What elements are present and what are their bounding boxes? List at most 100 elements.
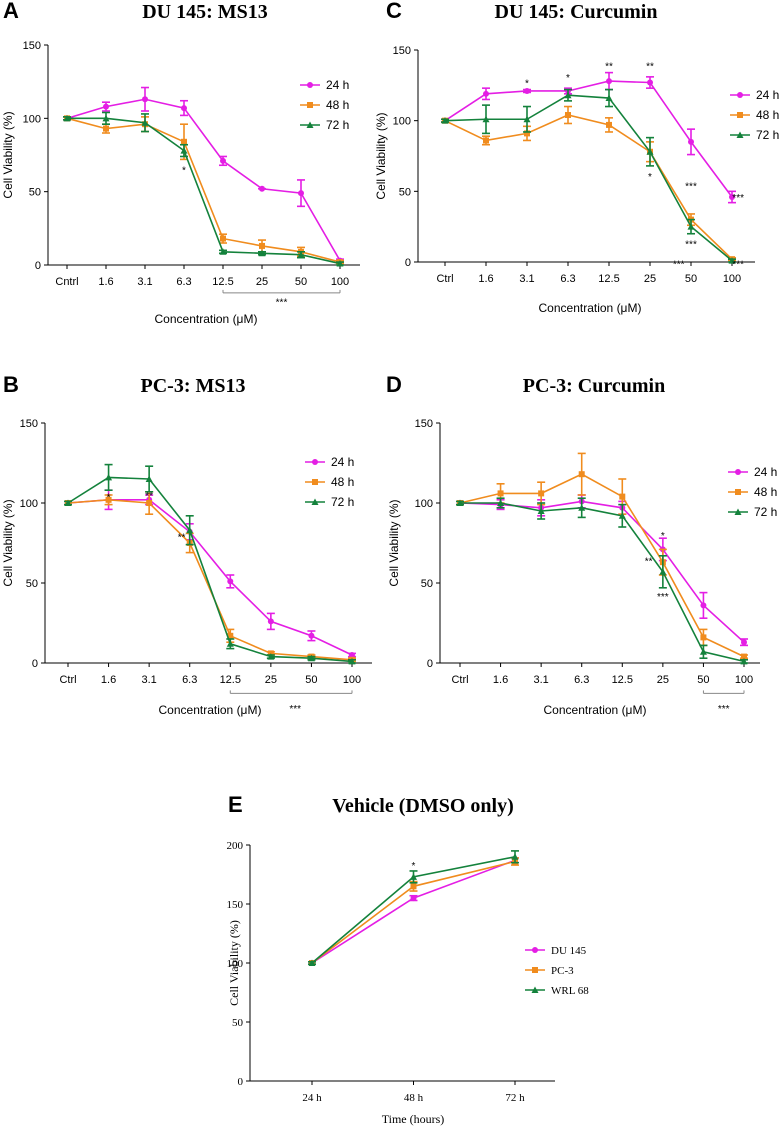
data-point — [259, 185, 265, 192]
x-tick-label: 3.1 — [137, 276, 152, 288]
y-tick-label: 150 — [20, 418, 38, 430]
x-tick-label: 6.3 — [182, 674, 197, 686]
y-tick-label: 50 — [29, 187, 41, 199]
x-tick-label: 6.3 — [574, 674, 589, 686]
legend-item: 48 h — [305, 475, 354, 489]
legend-label: 72 h — [326, 118, 349, 132]
significance-annotation: * — [107, 493, 111, 504]
data-point — [146, 500, 153, 506]
data-point — [618, 512, 626, 519]
data-point — [659, 568, 667, 575]
data-point — [267, 653, 275, 660]
data-point — [565, 112, 571, 119]
data-point — [441, 117, 449, 124]
legend-label: 48 h — [756, 108, 779, 122]
data-point — [105, 496, 112, 503]
y-tick-label: 100 — [227, 958, 244, 970]
x-tick-label: Cntrl — [55, 276, 78, 288]
panel-title: DU 145: Curcumin — [495, 1, 658, 23]
legend-marker — [734, 508, 742, 515]
legend-marker — [312, 479, 318, 485]
legend-item: PC-3 — [525, 965, 574, 977]
y-tick-label: 100 — [23, 113, 41, 125]
data-point — [482, 115, 490, 123]
data-point — [267, 618, 274, 625]
data-point — [308, 632, 315, 639]
data-point — [497, 490, 504, 497]
significance-annotation: *** — [673, 259, 685, 270]
chart-panel-c: C DU 145: Curcumin 0 50 100 150 Ctrl 1.6 3.1 6.3 1… — [374, 0, 779, 315]
data-point — [619, 493, 626, 500]
data-point — [578, 471, 585, 478]
data-point — [687, 223, 695, 230]
legend-item: 72 h — [305, 495, 354, 509]
x-tick-label: 25 — [644, 273, 656, 285]
legend-label: 24 h — [326, 78, 349, 92]
legend-label: PC-3 — [551, 965, 574, 977]
panel-letter: A — [3, 0, 19, 23]
x-tick-label: 12.5 — [598, 273, 619, 285]
data-point — [729, 193, 735, 200]
legend-label: 72 h — [754, 505, 777, 519]
series-72-h — [63, 111, 344, 267]
data-point — [700, 634, 707, 641]
data-point — [308, 959, 316, 966]
y-tick-label: 150 — [393, 45, 411, 57]
x-tick-label: 6.3 — [560, 273, 575, 285]
x-tick-label: 12.5 — [212, 276, 233, 288]
significance-annotation: ** — [605, 62, 613, 73]
x-tick-label: 72 h — [505, 1092, 525, 1104]
x-axis-label: Concentration (μM) — [159, 703, 262, 717]
legend-label: 48 h — [754, 485, 777, 499]
significance-annotation: ** — [145, 491, 153, 502]
series-line — [67, 117, 341, 265]
data-point — [524, 87, 530, 94]
data-point — [538, 490, 545, 497]
legend-label: 72 h — [331, 495, 354, 509]
x-tick-label: 24 h — [302, 1092, 322, 1104]
legend-marker — [312, 459, 318, 465]
legend-marker — [307, 82, 313, 88]
x-tick-label: 25 — [256, 276, 268, 288]
y-tick-label: 100 — [393, 116, 411, 128]
panel-title: Vehicle (DMSO only) — [332, 795, 513, 817]
y-tick-label: 0 — [405, 257, 411, 269]
data-point — [63, 114, 71, 122]
y-tick-label: 0 — [238, 1076, 244, 1088]
data-point — [259, 242, 265, 249]
data-point — [145, 475, 153, 482]
series-line — [459, 473, 745, 658]
data-point — [227, 632, 234, 639]
series-72-h — [441, 88, 736, 264]
legend-label: WRL 68 — [551, 985, 589, 997]
data-point — [297, 251, 305, 258]
x-tick-label: 100 — [331, 276, 349, 288]
legend-label: 24 h — [756, 88, 779, 102]
legend-item: 72 h — [730, 128, 779, 142]
y-axis-label: Cell Viability (%) — [1, 111, 15, 198]
legend-marker — [531, 986, 539, 993]
data-point — [181, 105, 187, 112]
data-point — [410, 883, 417, 890]
data-point — [688, 138, 694, 145]
legend-marker — [311, 498, 319, 505]
x-tick-label: 100 — [723, 273, 741, 285]
data-point — [349, 652, 355, 658]
x-tick-label: 6.3 — [176, 276, 191, 288]
series-line — [459, 500, 745, 643]
legend-item: 48 h — [730, 108, 779, 122]
chart-panel-e: E Vehicle (DMSO only) 0 50 100 150 200 24 h 48 h… — [227, 792, 590, 1126]
x-axis-label: Concentration (μM) — [544, 703, 647, 717]
data-point — [578, 504, 586, 511]
data-point — [226, 640, 234, 647]
chart-panel-d: D PC-3: Curcumin 0 50 100 150 Ctrl 1.6 3.1 6.3 12.… — [386, 372, 777, 717]
series-line — [67, 498, 353, 661]
data-point — [740, 657, 748, 665]
series-24-h — [456, 494, 748, 647]
data-point — [103, 103, 109, 110]
y-tick-label: 0 — [35, 260, 41, 272]
series-line — [444, 114, 733, 260]
legend-item: DU 145 — [525, 945, 587, 957]
y-tick-label: 50 — [232, 1017, 244, 1029]
legend-marker — [737, 92, 743, 98]
